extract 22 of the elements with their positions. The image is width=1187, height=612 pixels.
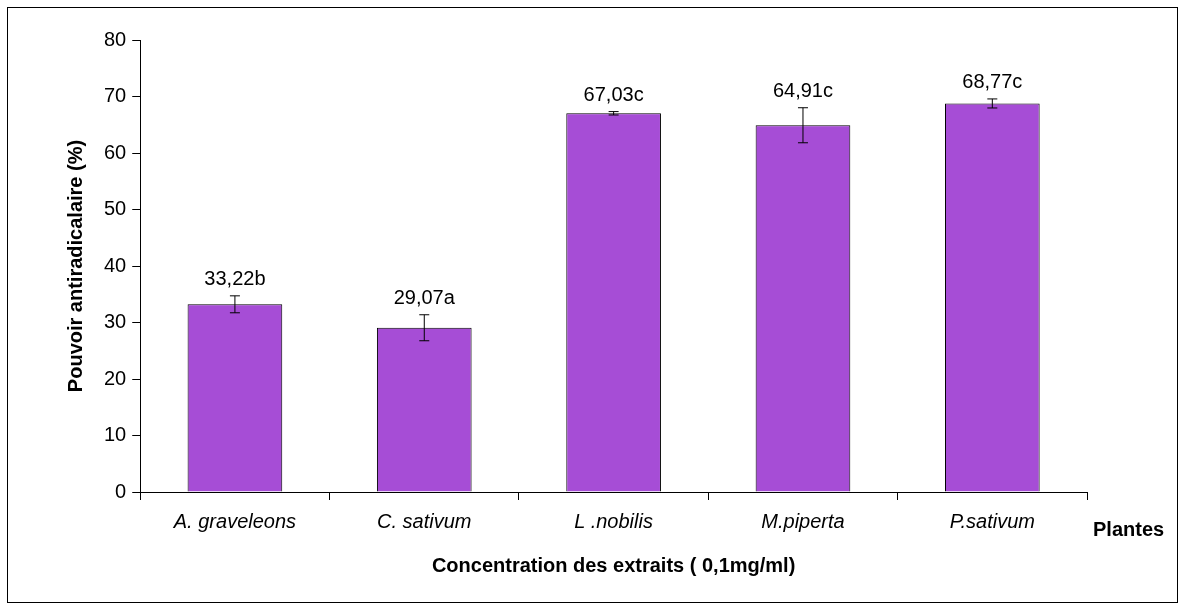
x-tick-label: A. graveleons xyxy=(172,509,297,532)
x-tick-label: P.sativum xyxy=(949,509,1035,532)
data-label: 68,77c xyxy=(962,70,1023,93)
y-axis-title: Pouvoir antiradicalaire (%) xyxy=(63,139,86,393)
y-tick-label: 40 xyxy=(104,253,127,276)
x-tick-label: C. sativum xyxy=(377,509,472,532)
y-tick-label: 0 xyxy=(115,479,127,502)
text: Plantes xyxy=(1093,517,1165,540)
y-tick-label: 70 xyxy=(104,84,127,107)
y-tick-label: 10 xyxy=(104,423,127,446)
data-label: 29,07a xyxy=(393,286,456,309)
y-tick-label: 50 xyxy=(104,197,127,220)
x-axis-title: Concentration des extraits ( 0,1mg/ml) xyxy=(431,553,796,576)
y-tick-label: 30 xyxy=(104,310,127,333)
data-label: 64,91c xyxy=(772,79,834,102)
data-label: 67,03c xyxy=(583,83,644,106)
y-tick-label: 80 xyxy=(104,27,127,50)
y-tick-label: 60 xyxy=(104,140,127,163)
x-tick-label: M.piperta xyxy=(761,509,845,532)
x-tick-label: L .nobilis xyxy=(574,509,653,532)
data-label: 33,22b xyxy=(204,267,266,290)
y-tick-label: 20 xyxy=(104,366,127,389)
